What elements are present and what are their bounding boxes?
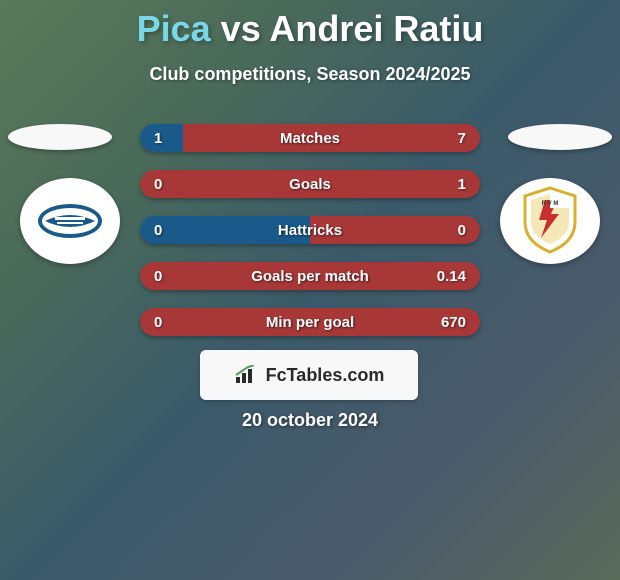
stat-right-value: 670 — [441, 314, 466, 331]
snapshot-date: 20 october 2024 — [0, 410, 620, 431]
stat-label: Min per goal — [140, 314, 480, 331]
chart-icon — [234, 365, 260, 385]
comparison-title: Pica vs Andrei Ratiu — [0, 0, 620, 50]
competition-subtitle: Club competitions, Season 2024/2025 — [0, 64, 620, 85]
alaves-badge-icon — [35, 191, 105, 251]
stat-right-value: 1 — [458, 176, 466, 193]
vs-text: vs — [221, 8, 261, 49]
stat-row: 0Goals per match0.14 — [140, 262, 480, 290]
stat-right-value: 0 — [458, 222, 466, 239]
stat-right-value: 7 — [458, 130, 466, 147]
player2-photo-placeholder — [508, 124, 612, 150]
brand-box[interactable]: FcTables.com — [200, 350, 418, 400]
club-logo-right: R V M — [500, 178, 600, 264]
player1-name: Pica — [137, 8, 211, 49]
brand-text: FcTables.com — [266, 365, 385, 386]
stat-label: Goals — [140, 176, 480, 193]
stat-label: Hattricks — [140, 222, 480, 239]
player1-photo-placeholder — [8, 124, 112, 150]
stat-row: 0Min per goal670 — [140, 308, 480, 336]
stats-container: 1Matches70Goals10Hattricks00Goals per ma… — [140, 124, 480, 354]
stat-row: 0Hattricks0 — [140, 216, 480, 244]
svg-text:R V M: R V M — [542, 201, 559, 207]
stat-label: Goals per match — [140, 268, 480, 285]
club-logo-left — [20, 178, 120, 264]
player2-name: Andrei Ratiu — [269, 8, 483, 49]
stat-row: 0Goals1 — [140, 170, 480, 198]
rayo-badge-icon: R V M — [519, 186, 581, 256]
stat-label: Matches — [140, 130, 480, 147]
stat-right-value: 0.14 — [437, 268, 466, 285]
stat-row: 1Matches7 — [140, 124, 480, 152]
